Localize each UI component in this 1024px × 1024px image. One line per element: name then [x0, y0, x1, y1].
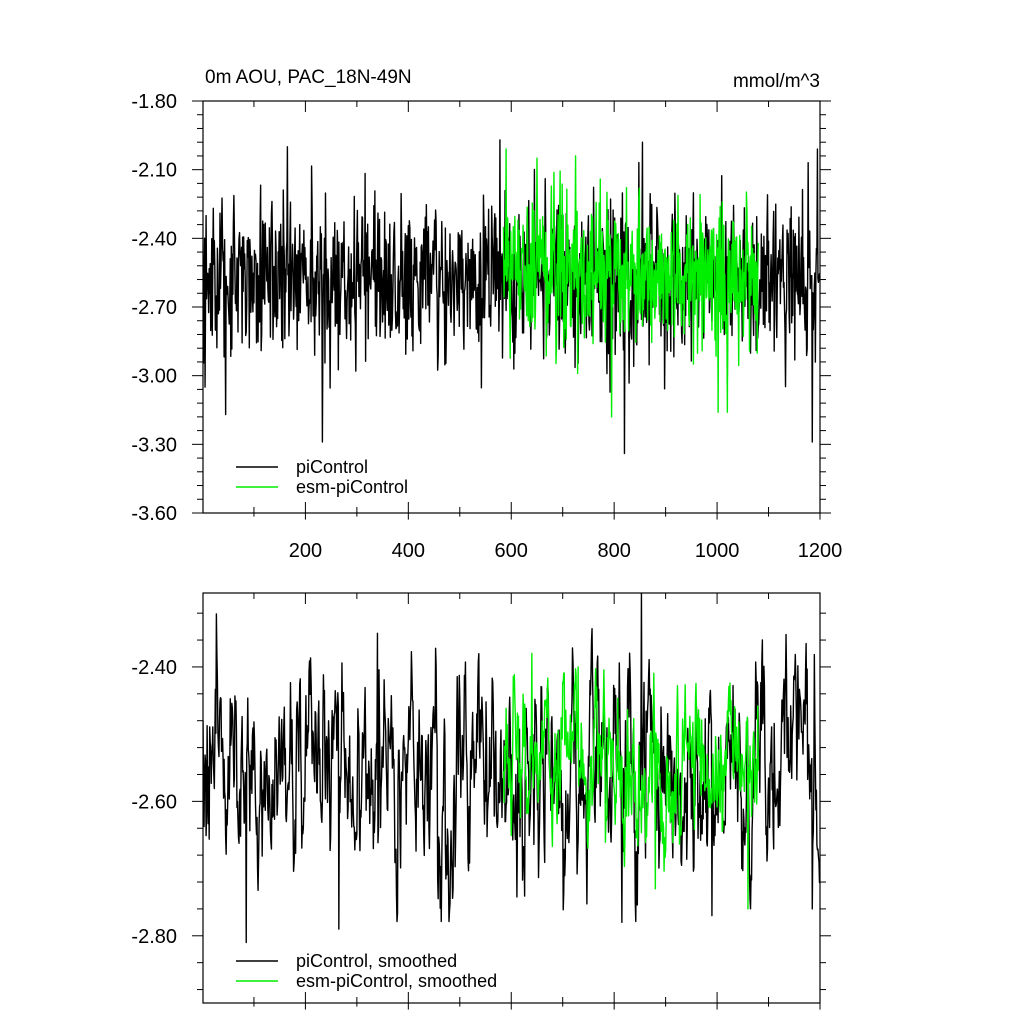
legend-label: esm-piControl, smoothed — [296, 971, 497, 991]
y-tick-label: -2.60 — [131, 791, 177, 813]
y-tick-label: -3.60 — [131, 503, 177, 525]
x-axis — [253, 593, 821, 1010]
y-axis: -1.80 -2.10 -2.40 -2.70 -3.00 -3.30 -3.60 — [131, 91, 831, 525]
x-tick-label: 600 — [495, 540, 528, 562]
y-axis: -2.40 -2.60 -2.80 — [131, 612, 831, 991]
y-tick-label: -3.30 — [131, 434, 177, 456]
x-tick-label: 800 — [597, 540, 630, 562]
y-tick-label: -2.70 — [131, 297, 177, 319]
y-tick-label: -2.80 — [131, 926, 177, 948]
legend-label: piControl, smoothed — [296, 951, 457, 971]
series-line-esm-picontrol — [502, 148, 759, 418]
x-tick-label: 1000 — [695, 540, 740, 562]
chart-title: 0m AOU, PAC_18N-49N — [205, 67, 412, 88]
x-tick-label: 400 — [392, 540, 425, 562]
x-axis: 200 400 600 800 1000 1200 — [253, 101, 843, 562]
series-line-esm-picontrol-smoothed — [502, 652, 759, 910]
bottom-chart-panel: -2.40 -2.60 -2.80 piControl, smoothedesm-pi… — [131, 592, 831, 1010]
series-line-picontrol-smoothed — [203, 593, 820, 944]
legend-label: esm-piControl — [296, 477, 408, 497]
y-tick-label: -3.00 — [131, 366, 177, 388]
top-chart-panel: 200 400 600 800 1000 1200 -1.80 -2.10 -2.40 -2.70… — [131, 67, 842, 562]
units-label: mmol/m^3 — [733, 71, 820, 92]
y-tick-label: -2.10 — [131, 160, 177, 182]
plot-area — [203, 593, 820, 944]
legend-label: piControl — [296, 457, 368, 477]
y-tick-label: -1.80 — [131, 91, 177, 113]
y-tick-label: -2.40 — [131, 228, 177, 250]
plot-area — [203, 139, 820, 455]
y-tick-label: -2.40 — [131, 657, 177, 679]
x-tick-label: 1200 — [798, 540, 843, 562]
x-tick-label: 200 — [289, 540, 322, 562]
